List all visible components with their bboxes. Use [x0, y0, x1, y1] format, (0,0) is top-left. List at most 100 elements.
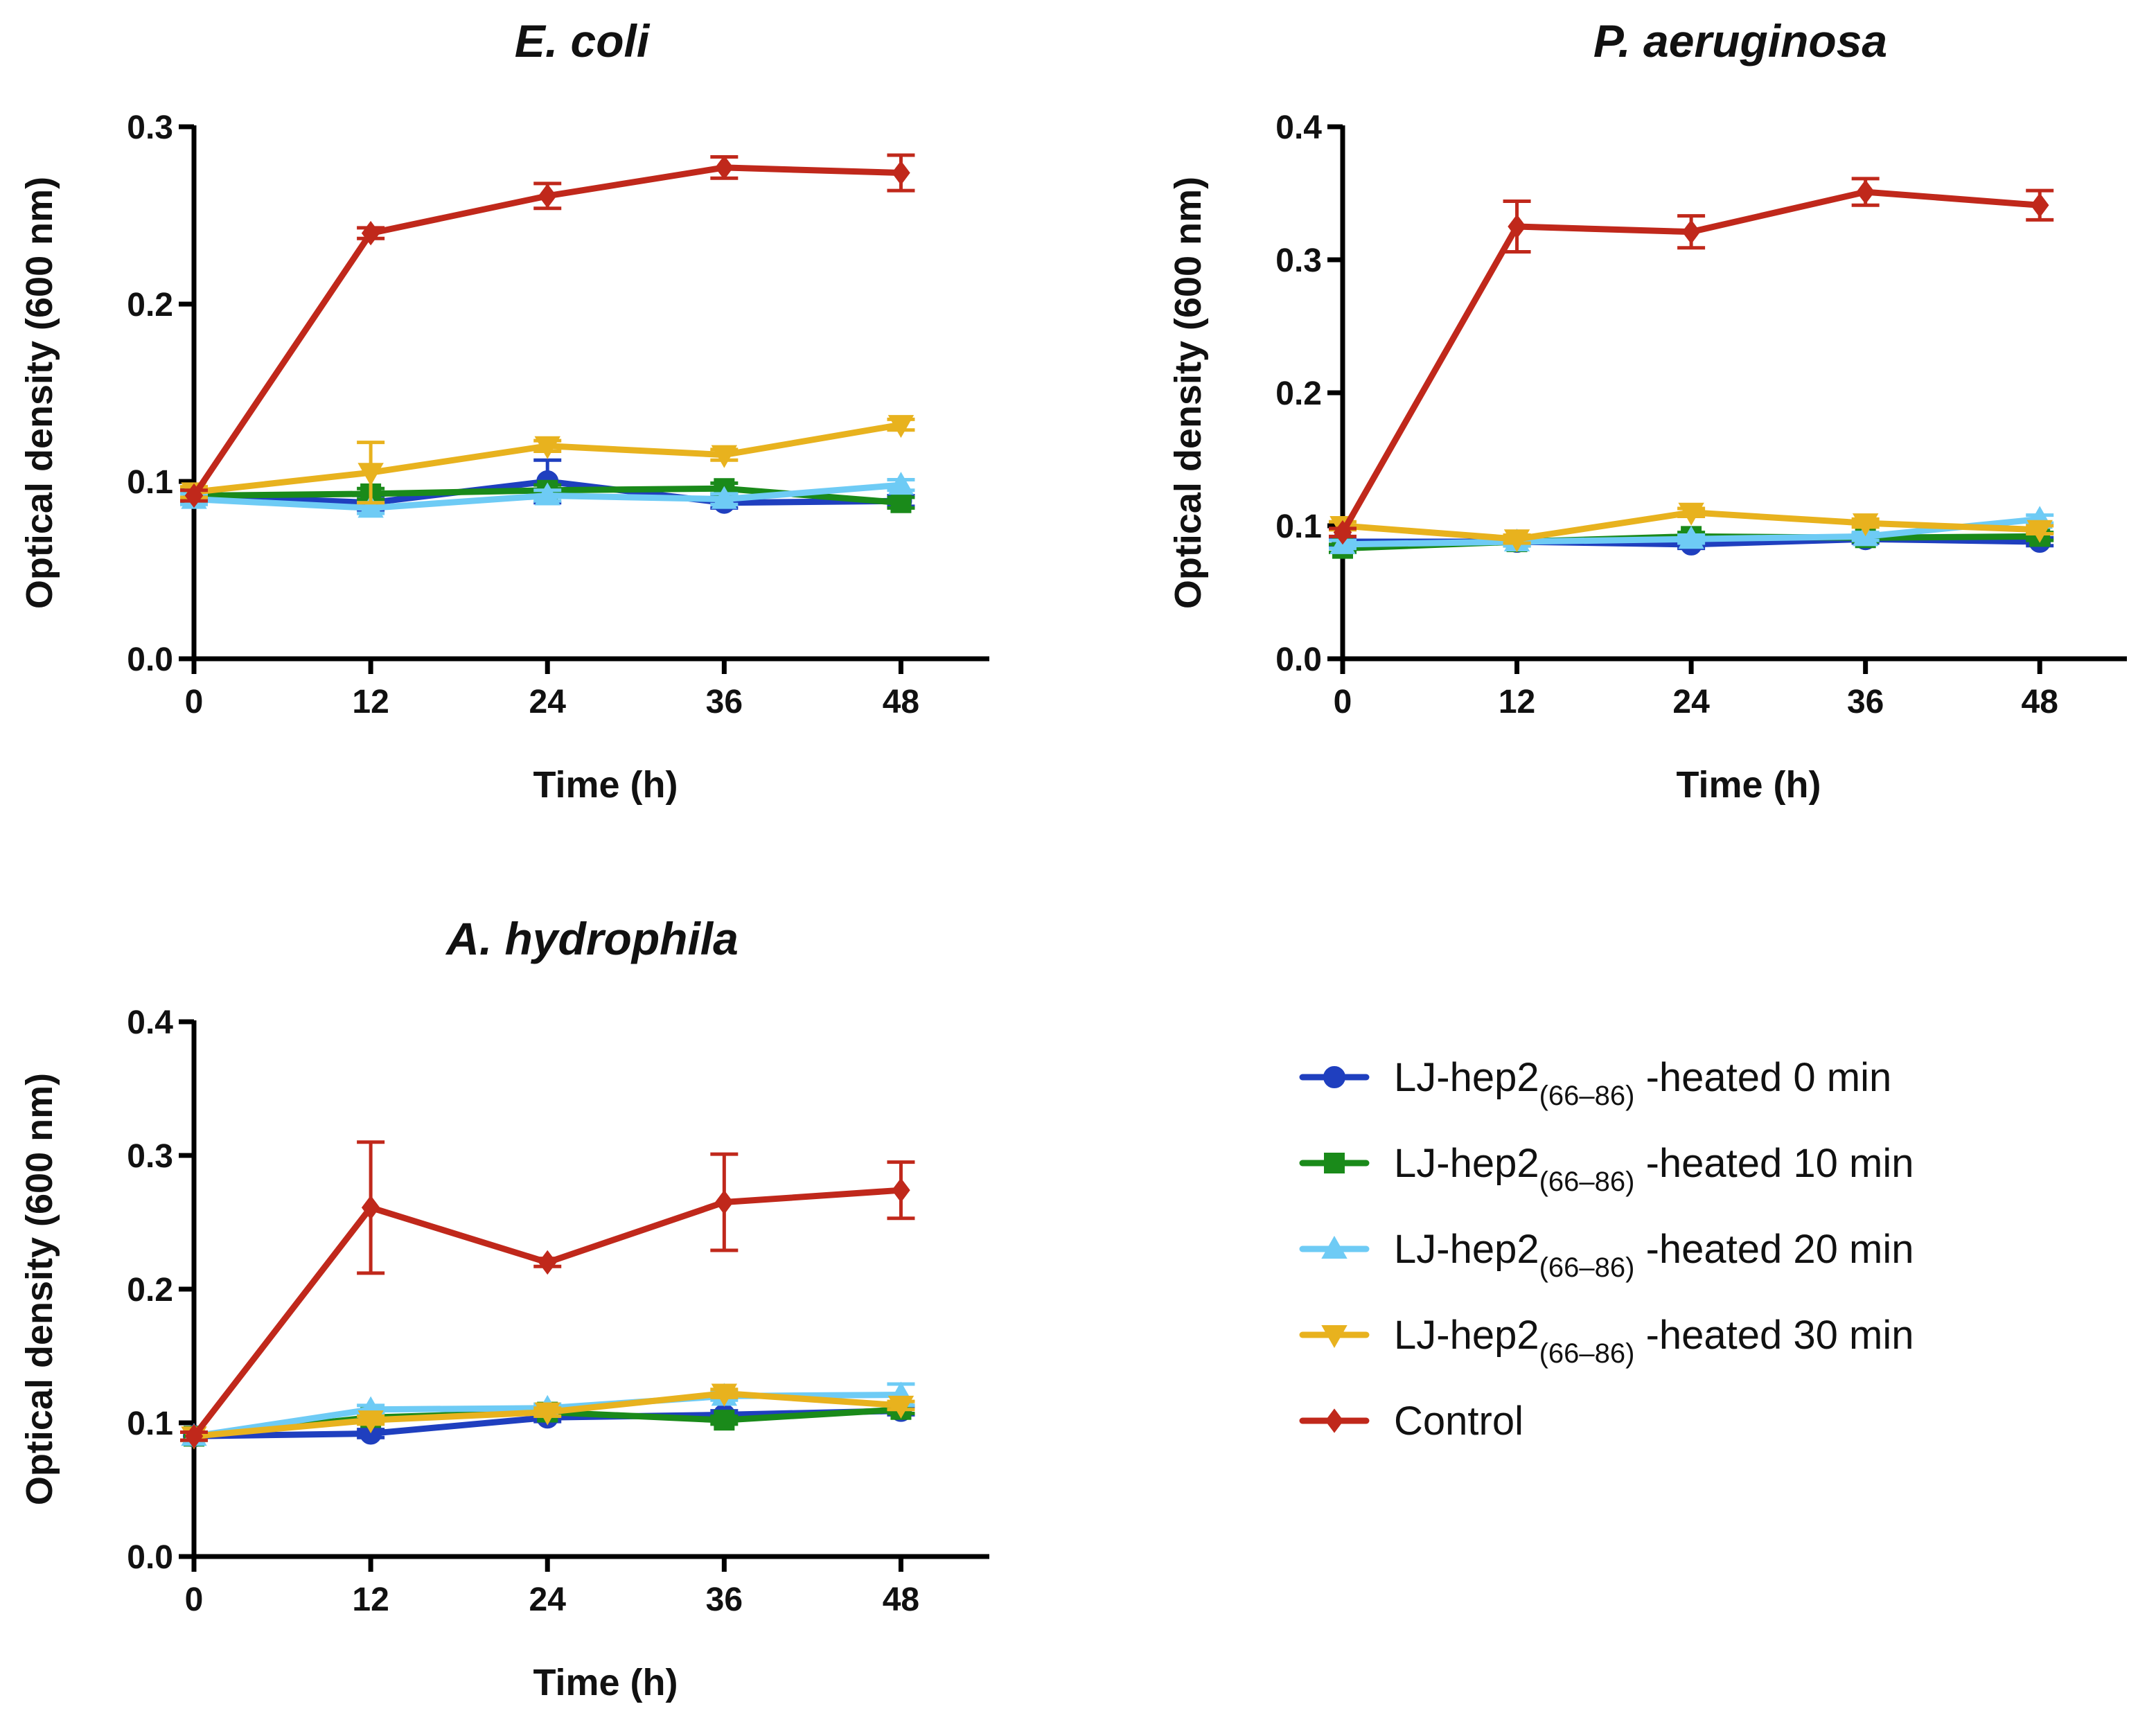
- legend-entry: Control: [1299, 1399, 1523, 1444]
- x-tick-label: 48: [883, 1581, 919, 1618]
- data-point: [184, 1424, 204, 1448]
- y-tick-label: 0.1: [127, 464, 173, 501]
- data-point: [1856, 179, 1875, 204]
- data-point: [711, 445, 738, 468]
- legend-label-subscript: (66–86): [1539, 1252, 1635, 1283]
- data-point: [538, 184, 557, 209]
- data-point: [892, 160, 910, 186]
- chart-title: E. coli: [515, 15, 651, 67]
- legend-marker: [1324, 1153, 1345, 1173]
- data-point: [2030, 193, 2049, 218]
- panel-2: P. aeruginosa 0.0 0.1 0.2 0.3 0.4 0 12 24 36 48 Tim…: [1167, 15, 2127, 806]
- data-point: [357, 1410, 384, 1434]
- x-axis-label: Time (h): [533, 1662, 678, 1703]
- y-axis-label: Optical density (600 nm): [1167, 177, 1209, 609]
- chart-title: A. hydrophila: [445, 913, 739, 964]
- panel-1: E. coli 0.0 0.1 0.2 0.3 0 12 24 36 48 Time (h) Opti…: [19, 15, 989, 806]
- y-tick-label: 0.4: [127, 1004, 173, 1041]
- data-point: [357, 463, 384, 486]
- legend-label-suffix: -heated 30 min: [1634, 1313, 1914, 1358]
- legend-label-main: LJ-hep2: [1394, 1141, 1539, 1186]
- data-point: [534, 436, 560, 459]
- data-point: [890, 492, 912, 513]
- series-control: [1329, 177, 2054, 545]
- y-tick-label: 0.0: [127, 1539, 173, 1576]
- legend-label-main: Control: [1394, 1399, 1523, 1444]
- x-tick-label: 0: [185, 684, 204, 720]
- data-point: [715, 155, 734, 180]
- data-point: [887, 472, 914, 495]
- y-tick-label: 0.2: [127, 1272, 173, 1309]
- legend-label-main: LJ-hep2: [1394, 1055, 1539, 1100]
- legend-label-subscript: (66–86): [1539, 1338, 1635, 1369]
- series-control: [180, 153, 915, 508]
- data-point: [534, 1402, 560, 1426]
- y-tick-label: 0.3: [127, 109, 173, 146]
- data-point: [361, 220, 380, 246]
- series-control: [180, 1140, 915, 1448]
- y-tick-label: 0.1: [127, 1406, 173, 1442]
- data-point: [714, 1410, 735, 1431]
- legend-label-subscript: (66–86): [1539, 1167, 1635, 1197]
- x-tick-label: 24: [529, 684, 567, 720]
- y-tick-label: 0.3: [127, 1138, 173, 1175]
- x-tick-label: 12: [1499, 684, 1535, 720]
- y-axis-label: Optical density (600 nm): [19, 1073, 60, 1505]
- legend-entry: LJ-hep2(66–86) -heated 20 min: [1299, 1227, 1914, 1283]
- x-axis-label: Time (h): [533, 764, 678, 806]
- legend-label: Control: [1394, 1399, 1523, 1444]
- legend-marker: [1321, 1325, 1348, 1349]
- y-tick-label: 0.3: [1275, 242, 1322, 279]
- data-point: [1503, 529, 1530, 553]
- data-point: [361, 1195, 380, 1220]
- legend-label-main: LJ-hep2: [1394, 1313, 1539, 1358]
- data-point: [184, 483, 204, 508]
- legend-label: LJ-hep2(66–86) -heated 10 min: [1394, 1141, 1914, 1197]
- data-point: [1678, 502, 1704, 526]
- legend-entry: LJ-hep2(66–86) -heated 0 min: [1299, 1055, 1891, 1111]
- legend-entry: LJ-hep2(66–86) -heated 30 min: [1299, 1313, 1914, 1369]
- legend-label-suffix: -heated 10 min: [1634, 1141, 1914, 1186]
- y-tick-label: 0.2: [127, 287, 173, 323]
- x-axis-label: Time (h): [1676, 764, 1821, 806]
- data-point: [2026, 520, 2053, 543]
- legend-marker: [1325, 1408, 1344, 1433]
- x-tick-label: 24: [529, 1581, 567, 1618]
- legend-label: LJ-hep2(66–86) -heated 30 min: [1394, 1313, 1914, 1369]
- data-point: [711, 1383, 738, 1407]
- legend-label-subscript: (66–86): [1539, 1081, 1635, 1111]
- data-point: [1852, 513, 1879, 537]
- y-tick-label: 0.0: [127, 641, 173, 678]
- legend-label: LJ-hep2(66–86) -heated 0 min: [1394, 1055, 1891, 1111]
- x-tick-label: 36: [706, 684, 743, 720]
- x-tick-label: 0: [1334, 684, 1352, 720]
- chart-title: P. aeruginosa: [1593, 15, 1887, 67]
- data-point: [534, 482, 560, 506]
- legend-entry: LJ-hep2(66–86) -heated 10 min: [1299, 1141, 1914, 1197]
- x-tick-label: 0: [185, 1581, 204, 1618]
- legend-marker: [1323, 1066, 1345, 1088]
- legend-label-suffix: -heated 0 min: [1634, 1055, 1891, 1100]
- data-point: [892, 1178, 910, 1203]
- data-point: [357, 495, 384, 518]
- series-heated-20-min: [180, 472, 915, 518]
- x-tick-label: 12: [352, 684, 389, 720]
- legend-marker: [1321, 1235, 1348, 1259]
- x-tick-label: 36: [1847, 684, 1884, 720]
- x-tick-label: 48: [883, 684, 919, 720]
- x-tick-label: 12: [352, 1581, 389, 1618]
- data-point: [887, 1395, 914, 1419]
- y-axis-label: Optical density (600 nm): [19, 177, 60, 609]
- x-tick-label: 36: [706, 1581, 743, 1618]
- legend-label-suffix: -heated 20 min: [1634, 1227, 1914, 1272]
- y-tick-label: 0.4: [1275, 109, 1322, 146]
- legend: LJ-hep2(66–86) -heated 0 minLJ-hep2(66–8…: [1299, 1055, 1914, 1444]
- x-tick-label: 48: [2022, 684, 2058, 720]
- panel-3: A. hydrophila 0.0 0.1 0.2 0.3 0.4 0 12 24 36 48 Tim…: [19, 913, 989, 1703]
- data-point: [711, 486, 738, 509]
- data-point: [887, 415, 914, 438]
- y-tick-label: 0.0: [1275, 641, 1322, 678]
- data-point: [1508, 214, 1526, 239]
- y-tick-label: 0.2: [1275, 375, 1322, 412]
